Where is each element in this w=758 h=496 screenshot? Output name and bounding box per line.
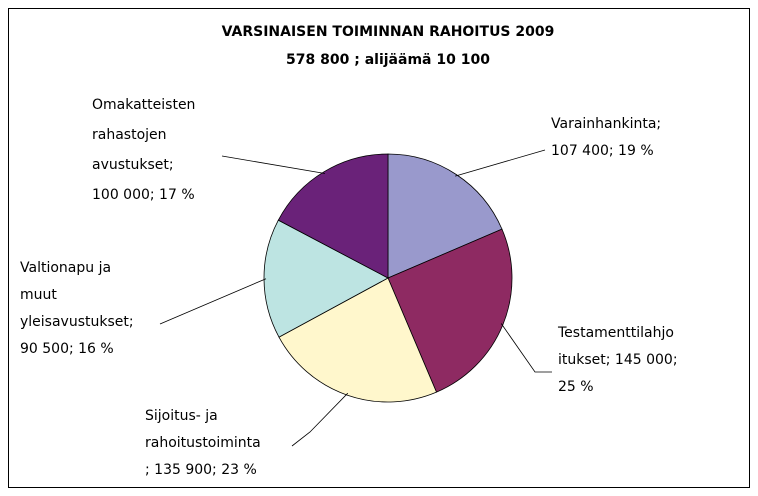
data-label-line: Varainhankinta; bbox=[551, 116, 661, 132]
data-label-line: 100 000; 17 % bbox=[92, 187, 195, 203]
data-label-line: Omakatteisten bbox=[92, 97, 195, 113]
data-label-line: 25 % bbox=[558, 379, 594, 395]
data-label-line: ; 135 900; 23 % bbox=[145, 462, 257, 478]
data-label: Varainhankinta; 107 400; 19 % bbox=[551, 116, 661, 159]
data-label-line: rahastojen bbox=[92, 127, 167, 143]
chart-title: VARSINAISEN TOIMINNAN RAHOITUS 2009 bbox=[222, 24, 555, 40]
leader-line bbox=[221, 155, 326, 174]
data-label-line: Valtionapu ja bbox=[20, 260, 111, 276]
pie-slice bbox=[263, 219, 389, 338]
data-label-line: muut bbox=[20, 287, 57, 303]
pie-slice bbox=[277, 153, 389, 279]
data-label-line: itukset; 145 000; bbox=[558, 352, 678, 368]
pie-slice bbox=[387, 228, 513, 393]
leader-line bbox=[455, 149, 546, 177]
data-label: Omakatteisten rahastojen avustukset; 100 00… bbox=[92, 97, 195, 203]
data-label-line: Sijoitus- ja bbox=[145, 408, 218, 424]
leader-line bbox=[500, 323, 552, 373]
data-label: Valtionapu ja muut yleisavustukset; 90 500;… bbox=[20, 260, 134, 357]
chart-subtitle: 578 800 ; alijäämä 10 100 bbox=[286, 52, 490, 68]
leader-line bbox=[159, 278, 267, 325]
data-label-line: yleisavustukset; bbox=[20, 314, 134, 330]
pie-slice bbox=[387, 153, 503, 279]
data-label-line: avustukset; bbox=[92, 157, 174, 173]
data-label: Testamenttilahjo itukset; 145 000; 25 % bbox=[557, 325, 678, 395]
pie-slice bbox=[278, 277, 438, 403]
data-label-line: Testamenttilahjo bbox=[557, 325, 674, 341]
data-label-line: rahoitustoiminta bbox=[145, 435, 261, 451]
data-label: Sijoitus- ja rahoitustoiminta ; 135 900; 2… bbox=[145, 408, 261, 478]
data-label-line: 90 500; 16 % bbox=[20, 341, 114, 357]
data-label-line: 107 400; 19 % bbox=[551, 143, 654, 159]
leader-line bbox=[291, 392, 349, 447]
